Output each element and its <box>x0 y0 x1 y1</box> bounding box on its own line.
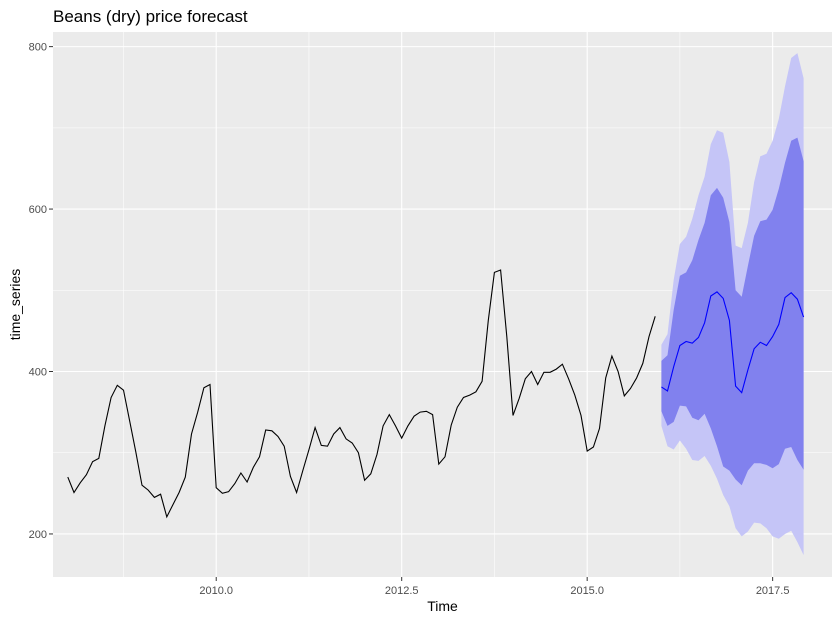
x-tick-label: 2010.0 <box>199 585 233 597</box>
chart-title: Beans (dry) price forecast <box>53 7 248 26</box>
y-tick-label: 400 <box>29 367 47 379</box>
y-axis-label: time_series <box>7 269 23 341</box>
history-series-line <box>67 269 656 519</box>
x-axis-label: Time <box>427 598 458 614</box>
x-axis: 2010.0 2012.5 2015.0 2017.5 <box>199 577 789 597</box>
forecast-mean-line <box>661 291 805 394</box>
y-tick-label: 200 <box>29 529 47 541</box>
x-tick-label: 2017.5 <box>756 585 790 597</box>
y-axis: 200 400 600 800 <box>29 42 53 541</box>
x-tick-label: 2012.5 <box>385 585 419 597</box>
x-tick-label: 2015.0 <box>570 585 604 597</box>
prediction-band-80 <box>661 137 804 486</box>
y-tick-label: 600 <box>29 204 47 216</box>
y-tick-label: 800 <box>29 42 47 54</box>
